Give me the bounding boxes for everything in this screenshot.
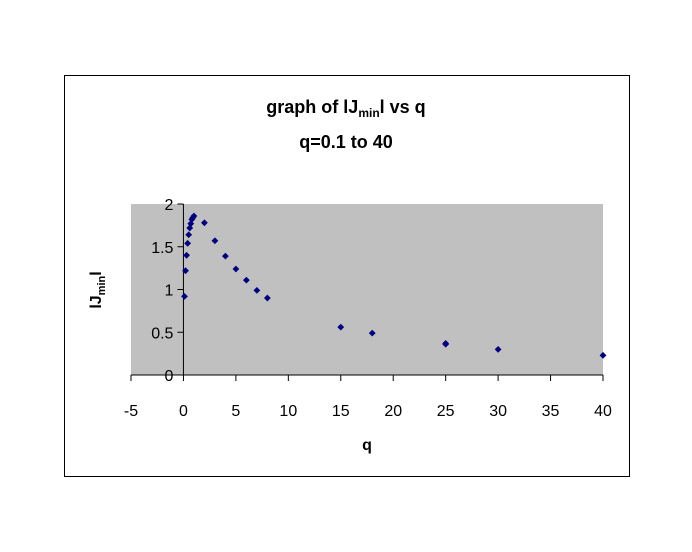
data-point — [494, 345, 502, 353]
data-point — [368, 329, 376, 337]
data-point — [253, 286, 261, 294]
data-point — [232, 265, 240, 273]
y-tick-label: 1.5 — [151, 240, 173, 257]
x-tick-label: 30 — [489, 403, 507, 420]
axes — [130, 203, 604, 381]
y-tick-label: 0.5 — [151, 325, 173, 342]
data-point — [182, 267, 189, 275]
x-tick-label: 10 — [279, 403, 297, 420]
data-point — [190, 212, 198, 220]
x-tick-label: 20 — [384, 403, 402, 420]
y-axis-title: lJminl — [88, 271, 108, 308]
plot-area — [131, 204, 603, 375]
x-tick-label: 0 — [179, 403, 188, 420]
data-points — [181, 212, 607, 359]
x-tick-label: 5 — [231, 403, 240, 420]
y-tick-label: 0 — [165, 368, 174, 385]
data-point — [599, 351, 607, 359]
x-tick-labels: -5 0 5 10 15 20 25 30 35 40 — [124, 403, 612, 420]
data-point — [186, 224, 194, 232]
x-tick-label: 40 — [594, 403, 612, 420]
data-point — [181, 292, 188, 300]
x-tick-label: 35 — [542, 403, 560, 420]
y-tick-label: 2 — [165, 197, 174, 214]
chart-title: graph of lJminl vs q — [266, 97, 426, 120]
data-point — [222, 252, 229, 260]
data-point — [242, 276, 250, 284]
data-point — [183, 251, 190, 259]
data-point — [185, 231, 193, 239]
x-tick-label: 15 — [332, 403, 350, 420]
data-point — [337, 323, 345, 331]
x-tick-label: 25 — [437, 403, 455, 420]
data-point — [263, 294, 271, 302]
data-point — [211, 237, 219, 245]
data-point — [442, 340, 450, 348]
chart-subtitle: q=0.1 to 40 — [299, 132, 393, 152]
y-tick-label: 1 — [165, 283, 174, 300]
x-tick-label: -5 — [124, 403, 138, 420]
data-point — [201, 219, 208, 227]
y-tick-labels: 0 0.5 1 1.5 2 — [151, 197, 173, 385]
data-point — [184, 239, 192, 247]
x-axis-title: q — [362, 437, 372, 454]
